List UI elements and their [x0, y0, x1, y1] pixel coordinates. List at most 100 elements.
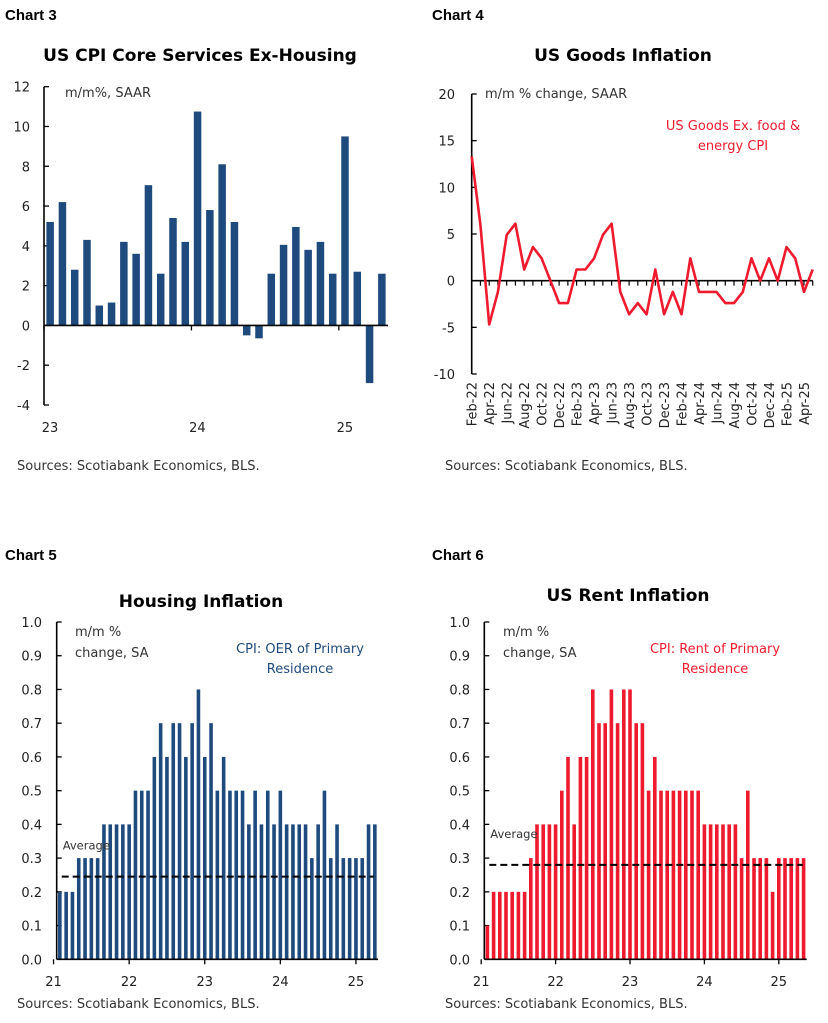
bar: [640, 723, 645, 960]
y-tick-label: 8: [22, 160, 30, 175]
bar: [139, 790, 144, 960]
bar: [310, 858, 314, 960]
unit-note: m/m%, SAAR: [65, 86, 151, 101]
y-tick-label: 2: [22, 280, 30, 295]
bar: [378, 273, 386, 326]
y-tick-label: 0.5: [21, 785, 42, 800]
bar: [259, 824, 264, 960]
y-tick-label: 10: [13, 120, 30, 135]
y-tick-label: 0.9: [21, 650, 42, 665]
bar: [646, 790, 651, 960]
x-tick-label: 22: [547, 975, 564, 990]
bar: [215, 790, 220, 960]
x-tick-label: Apr-25: [798, 382, 813, 425]
bar: [547, 824, 552, 960]
bar: [181, 241, 190, 326]
bar: [46, 221, 54, 326]
bar: [671, 790, 676, 960]
bar: [353, 271, 362, 326]
y-tick-label: 10: [438, 181, 455, 196]
bar: [366, 824, 371, 960]
bar: [158, 723, 163, 960]
bar: [184, 756, 188, 960]
y-tick-label: 0.7: [449, 717, 470, 732]
bar: [634, 723, 638, 960]
legend-entry: energy CPI: [698, 139, 768, 154]
bar: [553, 824, 558, 960]
chart-label: Chart 6: [432, 547, 484, 564]
bar: [133, 790, 138, 960]
bar: [284, 824, 289, 960]
bar: [572, 824, 576, 960]
bar: [58, 202, 67, 326]
bar: [498, 891, 502, 960]
bar: [272, 824, 276, 960]
y-tick-label: 0.2: [449, 886, 470, 901]
unit-note: change, SA: [75, 646, 149, 661]
unit-note: m/m %: [75, 625, 121, 640]
y-tick-label: 6: [22, 200, 30, 215]
bar: [206, 210, 214, 326]
legend-entry: Residence: [682, 662, 748, 677]
unit-note: change, SA: [503, 646, 577, 661]
bar: [234, 790, 239, 960]
average-label: Average: [490, 827, 537, 841]
bar: [95, 305, 104, 326]
bar: [721, 824, 725, 960]
bar: [789, 858, 793, 960]
bar: [522, 891, 527, 960]
bar: [727, 824, 731, 960]
bar: [209, 723, 213, 960]
y-tick-label: 0: [447, 275, 455, 290]
y-tick-label: 0.5: [449, 785, 470, 800]
x-tick-label: Feb-24: [676, 382, 691, 426]
x-tick-label: 21: [473, 975, 490, 990]
bar: [591, 689, 595, 960]
y-tick-label: 0.0: [449, 953, 470, 968]
bar: [485, 925, 490, 960]
bar: [764, 858, 769, 960]
x-tick-label: 22: [121, 975, 138, 990]
x-tick-label: Oct-23: [641, 382, 656, 426]
bar: [242, 325, 251, 336]
bar: [265, 790, 270, 960]
y-tick-label: 0.1: [449, 920, 470, 935]
y-tick-label: 0.3: [21, 852, 42, 867]
bar: [190, 723, 194, 960]
bar: [76, 858, 81, 960]
x-tick-label: Jun-23: [606, 382, 621, 425]
chart-label: Chart 3: [5, 7, 57, 24]
y-tick-label: 0.4: [21, 818, 42, 833]
bar: [303, 824, 308, 960]
bar: [267, 273, 276, 326]
bar: [278, 790, 283, 960]
bar: [535, 824, 539, 960]
bar: [202, 756, 207, 960]
bar: [107, 302, 116, 326]
x-tick-label: Apr-22: [483, 382, 498, 425]
bar: [132, 253, 140, 326]
y-tick-label: 0.9: [449, 650, 470, 665]
bar: [341, 858, 346, 960]
y-tick-label: 1.0: [21, 616, 42, 631]
bar: [146, 790, 150, 960]
x-tick-label: 23: [622, 975, 639, 990]
bar: [121, 824, 125, 960]
bar: [628, 689, 632, 960]
y-tick-label: 15: [438, 135, 455, 150]
bar: [152, 756, 157, 960]
bar: [255, 325, 263, 339]
bar: [335, 824, 339, 960]
bar: [702, 824, 707, 960]
bar: [609, 689, 614, 960]
bar: [196, 689, 201, 960]
chart-title: US Goods Inflation: [534, 46, 712, 66]
bar: [114, 824, 119, 960]
legend-entry: US Goods Ex. food &: [666, 119, 800, 134]
series-line: [470, 156, 814, 326]
bar: [120, 241, 128, 326]
bar: [127, 824, 131, 960]
chart-title: Housing Inflation: [119, 592, 283, 612]
bar: [653, 756, 657, 960]
